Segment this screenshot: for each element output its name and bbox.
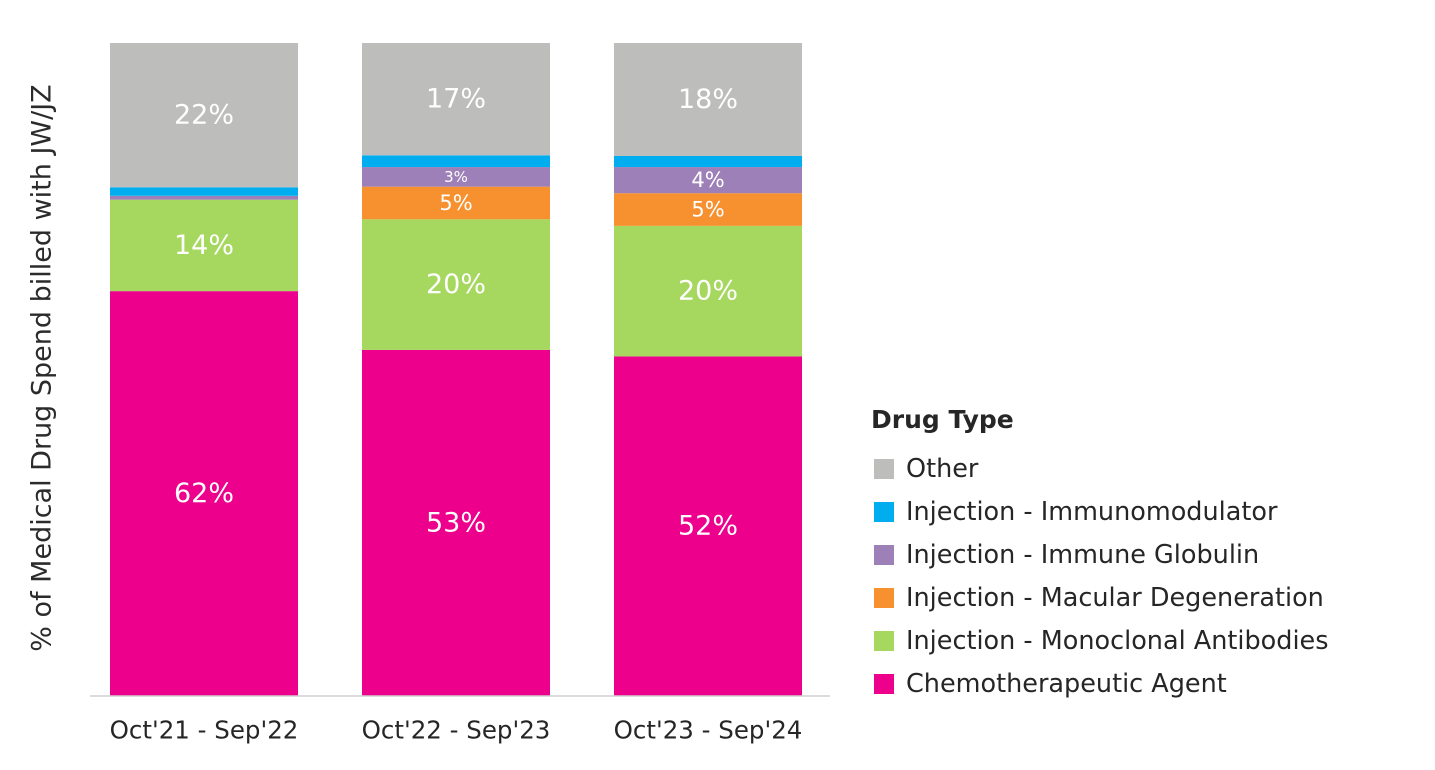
legend: Drug Type Other Injection - Immunomodulat… (871, 404, 1329, 705)
data-label-other-2: 17% (426, 84, 486, 115)
bar-segment-injection-immunomodulator-1 (110, 187, 298, 196)
data-label-chemotherapeutic-agent-3: 52% (678, 511, 738, 542)
data-label-injection-monoclonal-antibodies-2: 20% (426, 269, 486, 300)
legend-label: Injection - Macular Degeneration (906, 582, 1324, 613)
data-label-other-1: 22% (174, 100, 234, 131)
data-labels-layer: 62% 14% 22% 53% 20% 5% 3% 17% 52% 20% 5% 4% 18% (174, 84, 738, 542)
bar-segment-injection-macular-degeneration-3 (614, 193, 802, 226)
legend-swatch (874, 630, 894, 651)
data-label-injection-monoclonal-antibodies-3: 20% (678, 276, 738, 307)
legend-swatch (874, 501, 894, 522)
bar-segment-chemotherapeutic-agent-3 (614, 356, 802, 696)
y-axis-label: % of Medical Drug Spend billed with JW/J… (26, 84, 58, 652)
data-label-chemotherapeutic-agent-2: 53% (426, 507, 486, 538)
bar-segment-other-1 (110, 43, 298, 188)
data-label-injection-macular-degeneration-2: 5% (439, 191, 472, 215)
data-label-injection-immune-globulin-3: 4% (691, 168, 724, 192)
x-tick-label-2: Oct'22 - Sep'23 (362, 716, 551, 745)
legend-label: Injection - Immune Globulin (906, 539, 1260, 570)
legend-title: Drug Type (871, 405, 1014, 434)
bar-segment-injection-monoclonal-antibodies-1 (110, 199, 298, 292)
legend-item-injection-macular-degeneration: Injection - Macular Degeneration (871, 576, 1329, 619)
legend-label: Injection - Immunomodulator (906, 496, 1278, 527)
legend-swatch (874, 458, 894, 479)
legend-item-injection-immunomodulator: Injection - Immunomodulator (871, 490, 1329, 533)
bar-segment-injection-macular-degeneration-2 (362, 186, 550, 220)
data-label-injection-immune-globulin-2: 3% (444, 168, 468, 186)
bar-segment-injection-immune-globulin-2 (362, 167, 550, 187)
legend-swatch (874, 587, 894, 608)
bar-segment-injection-immune-globulin-1 (110, 195, 298, 200)
x-tick-label-1: Oct'21 - Sep'22 (110, 716, 299, 745)
bar-segment-chemotherapeutic-agent-2 (362, 349, 550, 696)
legend-items: Other Injection - Immunomodulator Injectio… (871, 447, 1329, 705)
bar-segment-injection-immunomodulator-2 (362, 155, 550, 168)
x-tick-labels: Oct'21 - Sep'22 Oct'22 - Sep'23 Oct'23 - S… (110, 716, 803, 745)
legend-label: Chemotherapeutic Agent (906, 668, 1227, 699)
legend-label: Other (906, 453, 979, 484)
legend-item-chemotherapeutic-agent: Chemotherapeutic Agent (871, 662, 1329, 705)
bars-layer (110, 43, 802, 696)
bar-segment-injection-immunomodulator-3 (614, 155, 802, 168)
legend-item-other: Other (871, 447, 1329, 490)
bar-segment-other-3 (614, 43, 802, 156)
legend-swatch (874, 544, 894, 565)
bar-segment-injection-monoclonal-antibodies-2 (362, 219, 550, 350)
bar-segment-injection-immune-globulin-3 (614, 167, 802, 194)
data-label-chemotherapeutic-agent-1: 62% (174, 478, 234, 509)
legend-item-injection-immune-globulin: Injection - Immune Globulin (871, 533, 1329, 576)
data-label-injection-macular-degeneration-3: 5% (691, 198, 724, 222)
data-label-other-3: 18% (678, 84, 738, 115)
bar-segment-other-2 (362, 43, 550, 156)
legend-swatch (874, 673, 894, 694)
x-tick-label-3: Oct'23 - Sep'24 (614, 716, 803, 745)
bar-segment-chemotherapeutic-agent-1 (110, 291, 298, 696)
data-label-injection-monoclonal-antibodies-1: 14% (174, 230, 234, 261)
bar-segment-injection-monoclonal-antibodies-3 (614, 225, 802, 357)
legend-item-injection-monoclonal-antibodies: Injection - Monoclonal Antibodies (871, 619, 1329, 662)
legend-label: Injection - Monoclonal Antibodies (906, 625, 1329, 656)
